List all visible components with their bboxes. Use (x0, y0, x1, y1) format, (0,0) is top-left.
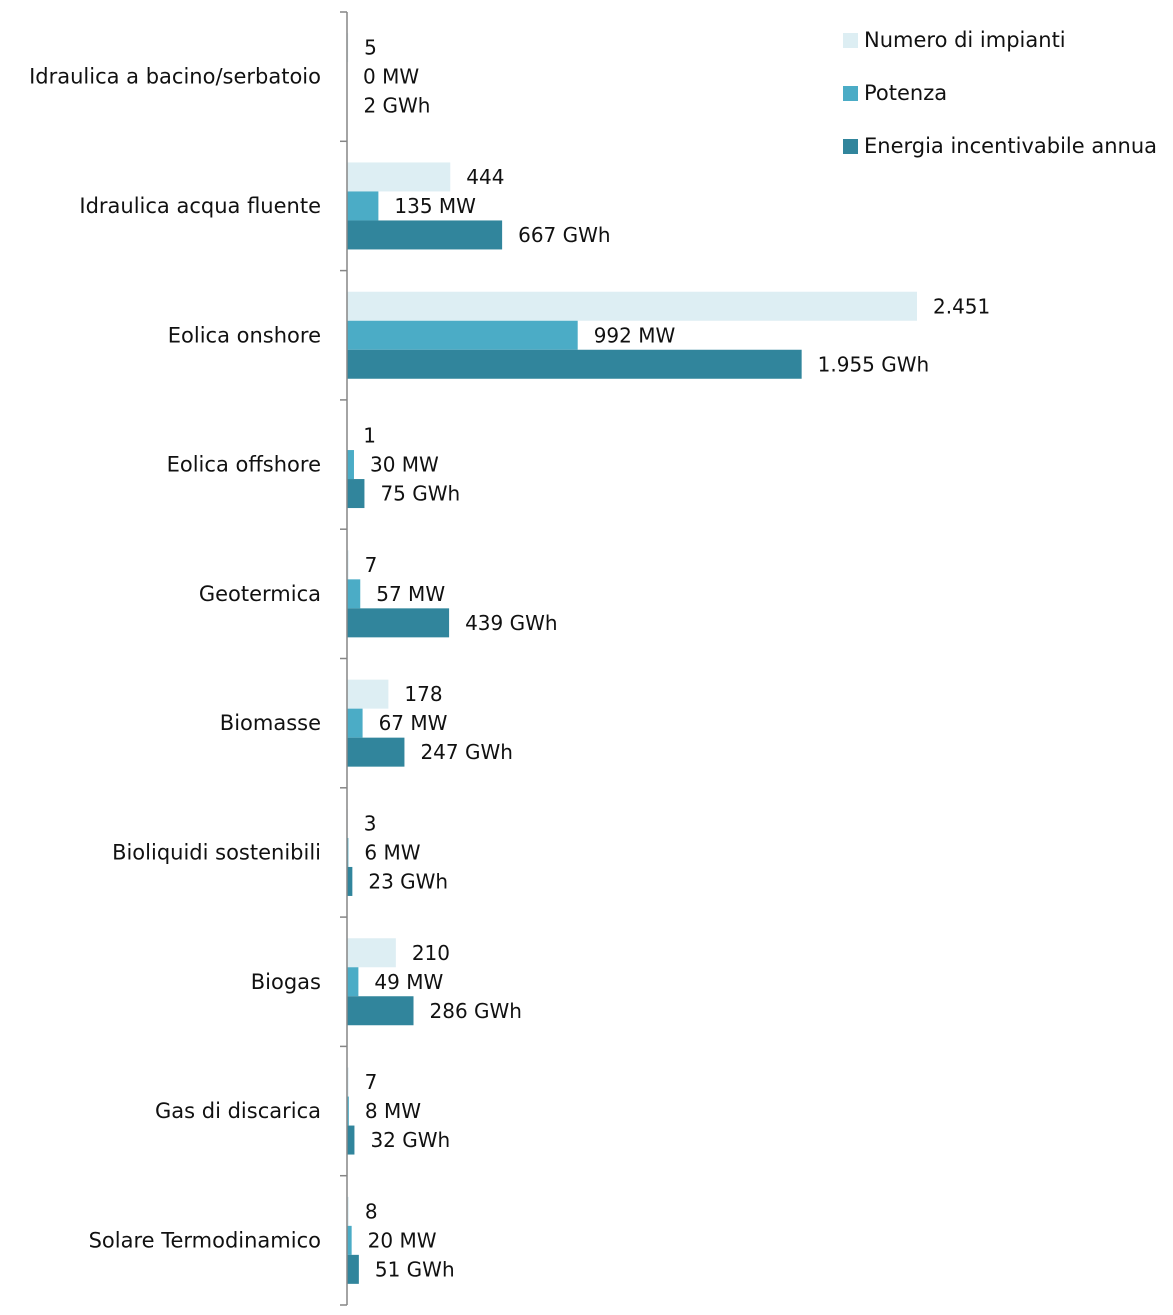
bar-numero-di-impianti (347, 938, 396, 968)
legend-swatch (843, 139, 858, 154)
data-label: 8 (365, 1199, 378, 1223)
category-labels: Idraulica a bacino/serbatoio Idraulica ac… (29, 65, 321, 1253)
data-label: 2.451 (933, 294, 990, 318)
bar-potenza (347, 708, 363, 738)
data-label: 444 (466, 165, 504, 189)
category-label: Idraulica a bacino/serbatoio (29, 65, 321, 89)
data-label: 178 (404, 682, 442, 706)
category-label: Biogas (251, 970, 321, 994)
bar-numero-di-impianti (347, 679, 389, 709)
bar-potenza (347, 1096, 349, 1126)
data-label: 30 MW (370, 453, 439, 477)
data-label: 49 MW (374, 970, 443, 994)
data-label: 57 MW (376, 582, 445, 606)
bars-layer (347, 33, 917, 1284)
legend-label: Potenza (864, 81, 947, 105)
bar-energia-incentivabile-annua (347, 737, 405, 767)
data-label: 7 (365, 553, 378, 577)
data-label: 439 GWh (465, 611, 557, 635)
data-label: 51 GWh (375, 1257, 455, 1281)
bar-energia-incentivabile-annua (347, 220, 503, 250)
data-label: 286 GWh (430, 999, 522, 1023)
bar-numero-di-impianti (347, 550, 349, 580)
bar-energia-incentivabile-annua (347, 1125, 355, 1155)
data-label: 8 MW (365, 1099, 421, 1123)
category-label: Eolica onshore (168, 323, 321, 347)
data-label: 23 GWh (368, 869, 448, 893)
data-labels: 5 0 MW 2 GWh 444 135 MW 667 GWh 2.451 992 MW 1.9… (363, 36, 990, 1282)
category-label: Gas di discarica (155, 1099, 321, 1123)
category-label: Bioliquidi sostenibili (112, 840, 321, 864)
bar-potenza (347, 1225, 352, 1255)
data-label: 667 GWh (518, 223, 610, 247)
bar-energia-incentivabile-annua (347, 608, 450, 638)
data-label: 3 (364, 811, 377, 835)
data-label: 992 MW (594, 323, 676, 347)
bar-energia-incentivabile-annua (347, 866, 353, 896)
bar-potenza (347, 320, 578, 350)
data-label: 75 GWh (380, 482, 460, 506)
data-label: 6 MW (364, 840, 420, 864)
bar-numero-di-impianti (347, 291, 917, 321)
bar-energia-incentivabile-annua (347, 349, 802, 379)
data-label: 1 (363, 424, 376, 448)
data-label: 135 MW (394, 194, 476, 218)
category-label: Geotermica (199, 582, 321, 606)
category-axis (340, 11, 348, 1306)
bar-numero-di-impianti (347, 1196, 349, 1226)
data-label: 2 GWh (363, 94, 430, 118)
category-label: Idraulica acqua fluente (79, 194, 321, 218)
data-label: 247 GWh (420, 740, 512, 764)
data-label: 0 MW (363, 65, 419, 89)
category-label: Biomasse (220, 711, 321, 735)
bar-potenza (347, 579, 361, 609)
bar-energia-incentivabile-annua (347, 1254, 359, 1284)
bar-potenza (347, 450, 354, 480)
data-label: 20 MW (368, 1228, 437, 1252)
legend-label: Energia incentivabile annua (864, 134, 1157, 158)
category-label: Eolica offshore (167, 453, 321, 477)
bar-energia-incentivabile-annua (347, 996, 414, 1026)
legend-label: Numero di impianti (864, 28, 1066, 52)
bar-numero-di-impianti (347, 162, 451, 192)
legend-swatch (843, 33, 858, 48)
data-label: 5 (364, 36, 377, 60)
bar-potenza (347, 967, 359, 997)
data-label: 210 (412, 941, 450, 965)
data-label: 1.955 GWh (818, 352, 930, 376)
legend: Numero di impianti Potenza Energia incenti… (843, 28, 1157, 158)
bar-numero-di-impianti (347, 1067, 349, 1097)
bar-potenza (347, 191, 379, 221)
data-label: 7 (365, 1070, 378, 1094)
category-label: Solare Termodinamico (89, 1228, 321, 1252)
data-label: 32 GWh (370, 1128, 450, 1152)
legend-swatch (843, 86, 858, 101)
bar-energia-incentivabile-annua (347, 479, 365, 509)
data-label: 67 MW (379, 711, 448, 735)
